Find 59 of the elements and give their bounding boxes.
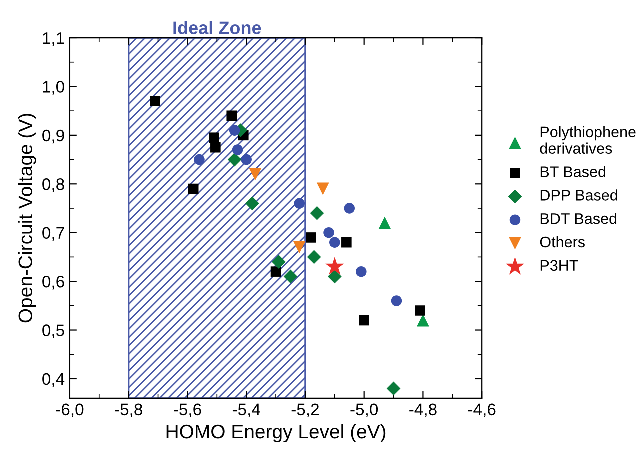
point (209, 132, 220, 144)
legend-label: BT Based (540, 166, 606, 178)
y-tick-label: 0,8 (42, 178, 64, 192)
y-tick-label: 1,0 (43, 81, 64, 95)
point (294, 198, 305, 210)
point (246, 196, 260, 211)
point (359, 315, 370, 326)
x-tick-label: -5,8 (115, 404, 142, 418)
point (232, 144, 244, 156)
y-tick-label: 0,7 (42, 227, 64, 242)
point (344, 203, 355, 214)
x-tick-label: -5,4 (232, 404, 260, 418)
point (417, 314, 430, 327)
point (386, 382, 401, 396)
legend-label: Others (540, 236, 585, 248)
point (249, 168, 262, 181)
point (391, 296, 402, 306)
point (324, 227, 334, 238)
point (188, 184, 199, 194)
legend-label: P3HT (540, 260, 578, 272)
x-axis-title: HOMO Energy Level (eV) (166, 424, 386, 443)
point (270, 266, 282, 277)
point (356, 266, 367, 278)
point (306, 232, 316, 243)
point (330, 237, 340, 248)
point (226, 110, 238, 122)
legend-label: DPP Based (540, 190, 618, 201)
x-tick-label: -6,0 (56, 404, 84, 418)
y-axis-title: Open-Circuit Voltage (V) (18, 114, 36, 323)
y-tick-label: 1,1 (43, 32, 64, 46)
x-tick-label: -4,6 (468, 404, 496, 418)
point (210, 142, 221, 153)
point (272, 255, 286, 270)
point (150, 96, 160, 106)
y-tick-label: 0,6 (42, 276, 64, 290)
point (310, 206, 324, 220)
point (228, 152, 242, 167)
point (415, 306, 426, 316)
x-tick-label: -4,8 (410, 404, 437, 418)
y-tick-label: 0,5 (42, 324, 64, 338)
point (229, 125, 240, 136)
x-tick-label: -5,0 (350, 404, 378, 418)
x-tick-label: -5,6 (174, 404, 202, 418)
point (326, 257, 344, 275)
legend-label: BDT Based (540, 213, 617, 224)
point (378, 216, 392, 230)
band-label: Ideal Zone (174, 21, 262, 34)
point (284, 270, 298, 284)
point (342, 237, 352, 248)
y-tick-label: 0,9 (42, 130, 64, 144)
point (241, 154, 252, 166)
legend-label: Polythiophene derivatives (540, 126, 636, 154)
point (293, 241, 306, 254)
x-tick-label: -5,2 (292, 404, 319, 418)
y-tick-label: 0,4 (42, 373, 65, 388)
point (328, 270, 342, 284)
point (307, 250, 322, 264)
point (316, 182, 330, 196)
point (194, 154, 205, 166)
